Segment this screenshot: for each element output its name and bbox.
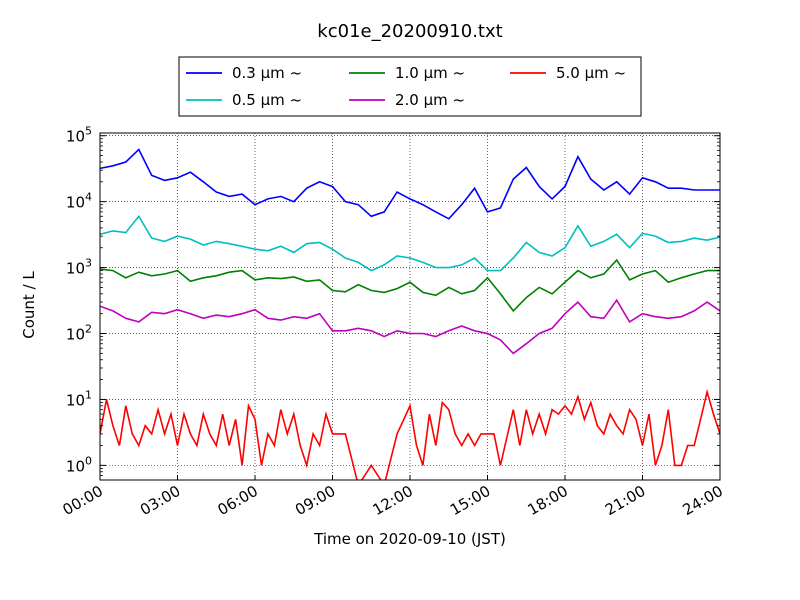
y-tick-label: 104 bbox=[66, 191, 92, 212]
series-layer bbox=[100, 148, 720, 480]
series-line-1 bbox=[100, 214, 720, 272]
y-tick-label: 100 bbox=[66, 454, 92, 475]
y-tick-label: 102 bbox=[66, 323, 92, 344]
legend-label-2: 1.0 μm ~ bbox=[395, 64, 465, 82]
x-tick-label: 15:00 bbox=[447, 482, 493, 519]
legend-label-0: 0.3 μm ~ bbox=[232, 64, 302, 82]
y-tick-label: 103 bbox=[66, 257, 92, 278]
series-line-0 bbox=[100, 148, 720, 220]
x-tick-label: 09:00 bbox=[292, 482, 338, 519]
axes: 00:00 03:00 06:00 09:00 12:00 15:00 18:00 21:00… bbox=[60, 125, 726, 519]
legend-label-4: 5.0 μm ~ bbox=[556, 64, 626, 82]
legend-label-3: 2.0 μm ~ bbox=[395, 91, 465, 109]
y-tick-label: 101 bbox=[66, 388, 92, 409]
series-line-4 bbox=[100, 388, 720, 480]
x-tick-label: 03:00 bbox=[137, 482, 183, 519]
plot-frame bbox=[99, 132, 721, 481]
x-tick-label: 21:00 bbox=[602, 482, 648, 519]
legend-frame bbox=[178, 56, 642, 117]
x-axis-label: Time on 2020-09-10 (JST) bbox=[313, 530, 506, 548]
y-axis-label: Count / L bbox=[20, 271, 38, 339]
x-tick-label: 06:00 bbox=[215, 482, 261, 519]
x-tick-label: 12:00 bbox=[370, 482, 416, 519]
legend: 0.3 μm ~ 0.5 μm ~ 1.0 μm ~ 2.0 μm ~ 5.0 μm ~ bbox=[178, 56, 642, 117]
y-tick-label: 105 bbox=[66, 125, 92, 146]
series-line-3 bbox=[100, 298, 720, 355]
chart-title: kc01e_20200910.txt bbox=[317, 21, 502, 42]
series-line-2 bbox=[100, 258, 720, 313]
x-tick-label: 24:00 bbox=[680, 482, 726, 519]
gridlines bbox=[99, 133, 721, 480]
x-tick-label: 18:00 bbox=[525, 482, 571, 519]
legend-label-1: 0.5 μm ~ bbox=[232, 91, 302, 109]
x-tick-label: 00:00 bbox=[60, 482, 106, 519]
